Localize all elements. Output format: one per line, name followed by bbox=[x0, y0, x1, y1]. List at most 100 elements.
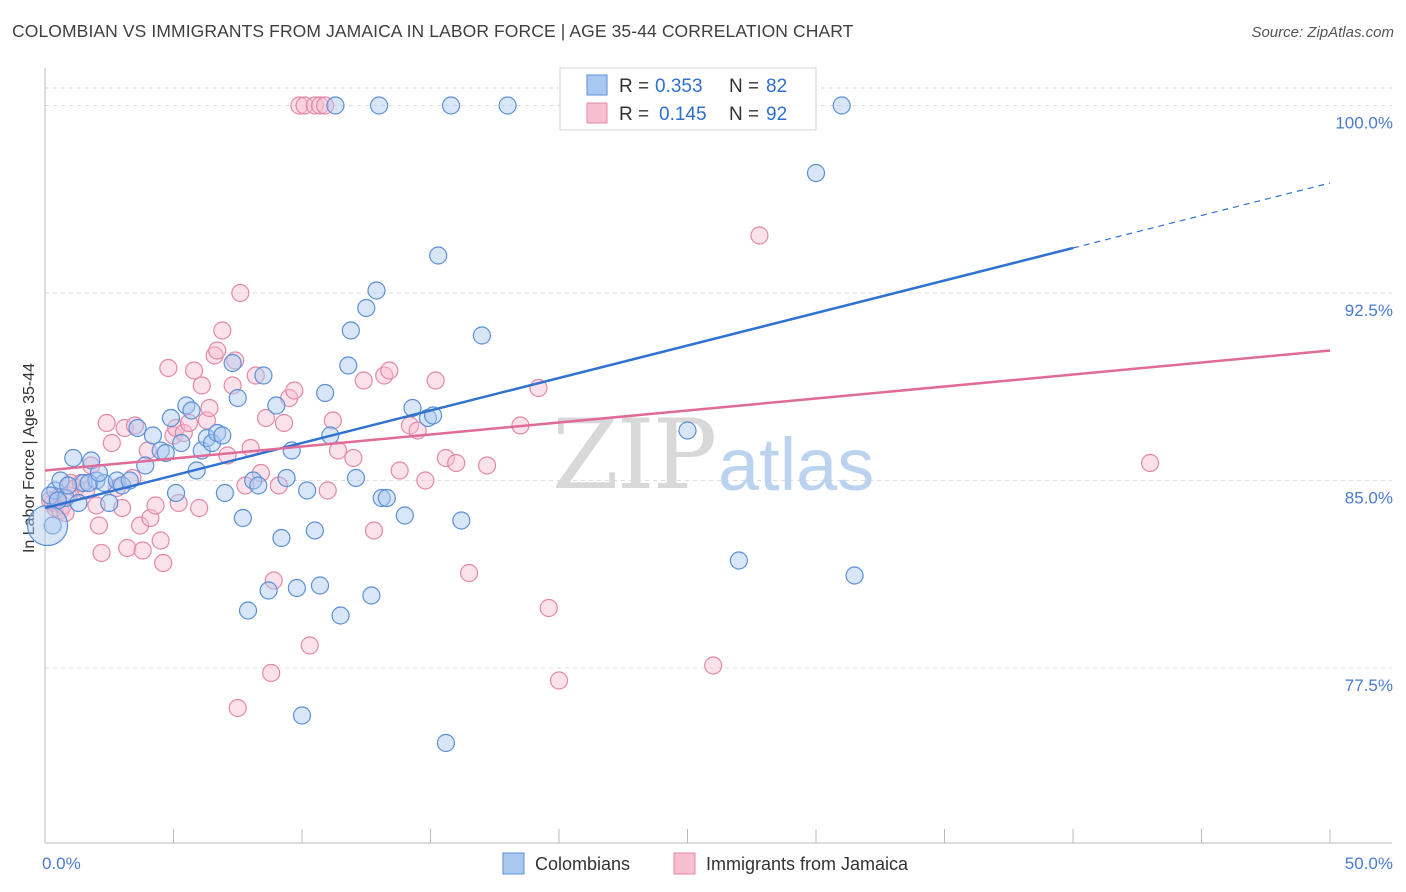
colombians-point-69 bbox=[498, 96, 517, 115]
x-tick-labels: 0.0% 50.0% bbox=[42, 854, 1393, 873]
y-tick-label-1: 85.0% bbox=[1345, 489, 1393, 508]
y-tick-label-3: 100.0% bbox=[1335, 114, 1393, 133]
colombians-cluster-point bbox=[26, 504, 69, 547]
source-credit: Source: ZipAtlas.com bbox=[1251, 24, 1394, 41]
colombians-point-27 bbox=[208, 423, 227, 443]
axes bbox=[44, 68, 1392, 844]
colombians-point-36 bbox=[254, 366, 273, 385]
jamaica-point-61 bbox=[300, 636, 319, 655]
jamaica-point-12 bbox=[89, 516, 109, 535]
colombians-point-72 bbox=[729, 551, 749, 570]
jamaica-point-77 bbox=[426, 371, 445, 390]
colombians-point-39 bbox=[272, 528, 291, 548]
jamaica-point-54 bbox=[264, 571, 283, 590]
colombians-point-75 bbox=[845, 566, 864, 585]
colombians-point-53 bbox=[346, 468, 366, 488]
colombians-point-37 bbox=[259, 581, 278, 600]
jamaica-point-76 bbox=[416, 471, 435, 490]
watermark-zip: ZIP bbox=[552, 399, 715, 511]
colombians-point-18 bbox=[161, 408, 181, 428]
legend-n-label-1: N = bbox=[729, 76, 759, 97]
colombians-point-60 bbox=[395, 506, 414, 525]
legend-r-value-1: 0.353 bbox=[655, 76, 703, 97]
jamaica-point-65 bbox=[318, 481, 337, 500]
colombians-point-51 bbox=[339, 356, 358, 375]
legend-n-value-2: 92 bbox=[766, 104, 787, 125]
colombians-point-71 bbox=[678, 421, 697, 440]
colombians-point-21 bbox=[177, 396, 196, 415]
jamaica-point-39 bbox=[200, 398, 219, 418]
colombians-point-58 bbox=[377, 488, 396, 508]
colombians-point-57 bbox=[372, 488, 391, 508]
jamaica-point-62 bbox=[305, 96, 324, 115]
jamaica-point-69 bbox=[354, 371, 373, 390]
legend: R = 0.353 N = 82 R = 0.145 N = 92 bbox=[559, 67, 817, 131]
jamaica-point-40 bbox=[205, 346, 224, 365]
watermark-atlas: atlas bbox=[718, 423, 874, 506]
jamaica-point-50 bbox=[246, 366, 265, 385]
colombians-point-38 bbox=[267, 396, 286, 415]
jamaica-point-58 bbox=[285, 381, 304, 400]
jamaica-point-13 bbox=[92, 543, 111, 563]
colombians-point-67 bbox=[452, 511, 471, 530]
y-tick-label-0: 77.5% bbox=[1345, 676, 1393, 695]
colombians-point-61 bbox=[403, 398, 422, 418]
colombians-point-56 bbox=[367, 281, 386, 300]
colombians-point-19 bbox=[166, 483, 186, 503]
jamaica-point-78 bbox=[436, 448, 456, 468]
jamaica-point-73 bbox=[390, 461, 409, 480]
colombians-point-49 bbox=[326, 96, 345, 115]
colombians-point-34 bbox=[244, 471, 263, 490]
colombians-point-25 bbox=[197, 428, 217, 448]
colombians-point-33 bbox=[238, 601, 258, 620]
colombians-point-66 bbox=[441, 96, 461, 115]
trend-lines bbox=[44, 182, 1331, 510]
jamaica-point-80 bbox=[459, 563, 479, 583]
jamaica-point-64 bbox=[316, 96, 335, 115]
jamaica-point-59 bbox=[290, 96, 309, 115]
jamaica-point-53 bbox=[262, 663, 281, 683]
colombians-point-65 bbox=[436, 733, 456, 753]
jamaica-trend-line bbox=[44, 349, 1331, 472]
jamaica-point-45 bbox=[226, 351, 245, 370]
jamaica-point-87 bbox=[704, 656, 723, 675]
colombians-point-52 bbox=[341, 321, 360, 340]
legend-swatch-jamaica bbox=[586, 102, 608, 124]
colombians-point-45 bbox=[305, 521, 324, 540]
bottom-legend-colombians: Colombians bbox=[535, 854, 630, 874]
jamaica-point-29 bbox=[159, 358, 178, 378]
colombians-point-22 bbox=[182, 401, 201, 420]
jamaica-point-27 bbox=[151, 531, 170, 550]
colombians-point-17 bbox=[156, 443, 175, 463]
colombians-point-30 bbox=[223, 353, 242, 373]
jamaica-point-36 bbox=[190, 498, 209, 518]
colombians-point-40 bbox=[277, 468, 296, 488]
jamaica-point-46 bbox=[228, 698, 247, 718]
colombians-trend-line bbox=[44, 246, 1074, 510]
jamaica-point-23 bbox=[133, 541, 152, 560]
jamaica-point-84 bbox=[539, 598, 558, 618]
colombians-point-28 bbox=[213, 426, 232, 445]
colombians-point-62 bbox=[418, 408, 438, 428]
colombians-point-35 bbox=[249, 476, 268, 495]
jamaica-point-56 bbox=[274, 413, 294, 433]
jamaica-point-22 bbox=[130, 516, 150, 535]
jamaica-point-72 bbox=[380, 361, 399, 380]
legend-r-label-1: R = bbox=[619, 76, 649, 97]
colombians-point-54 bbox=[357, 298, 376, 318]
jamaica-point-37 bbox=[192, 376, 211, 395]
legend-n-value-1: 82 bbox=[766, 76, 787, 97]
jamaica-point-15 bbox=[102, 433, 121, 453]
jamaica-point-71 bbox=[375, 366, 394, 385]
bottom-legend-swatch-colombians bbox=[502, 852, 525, 875]
colombians-point-73 bbox=[806, 163, 826, 183]
jamaica-point-81 bbox=[477, 456, 497, 475]
colombians-point-20 bbox=[172, 433, 191, 453]
colombians-point-44 bbox=[298, 481, 317, 500]
jamaica-point-19 bbox=[118, 538, 137, 558]
colombians-point-42 bbox=[287, 578, 306, 598]
colombians-point-59 bbox=[370, 96, 389, 115]
jamaica-point-88 bbox=[750, 226, 769, 245]
y-tick-label-2: 92.5% bbox=[1345, 301, 1393, 320]
colombians-point-31 bbox=[228, 388, 247, 408]
